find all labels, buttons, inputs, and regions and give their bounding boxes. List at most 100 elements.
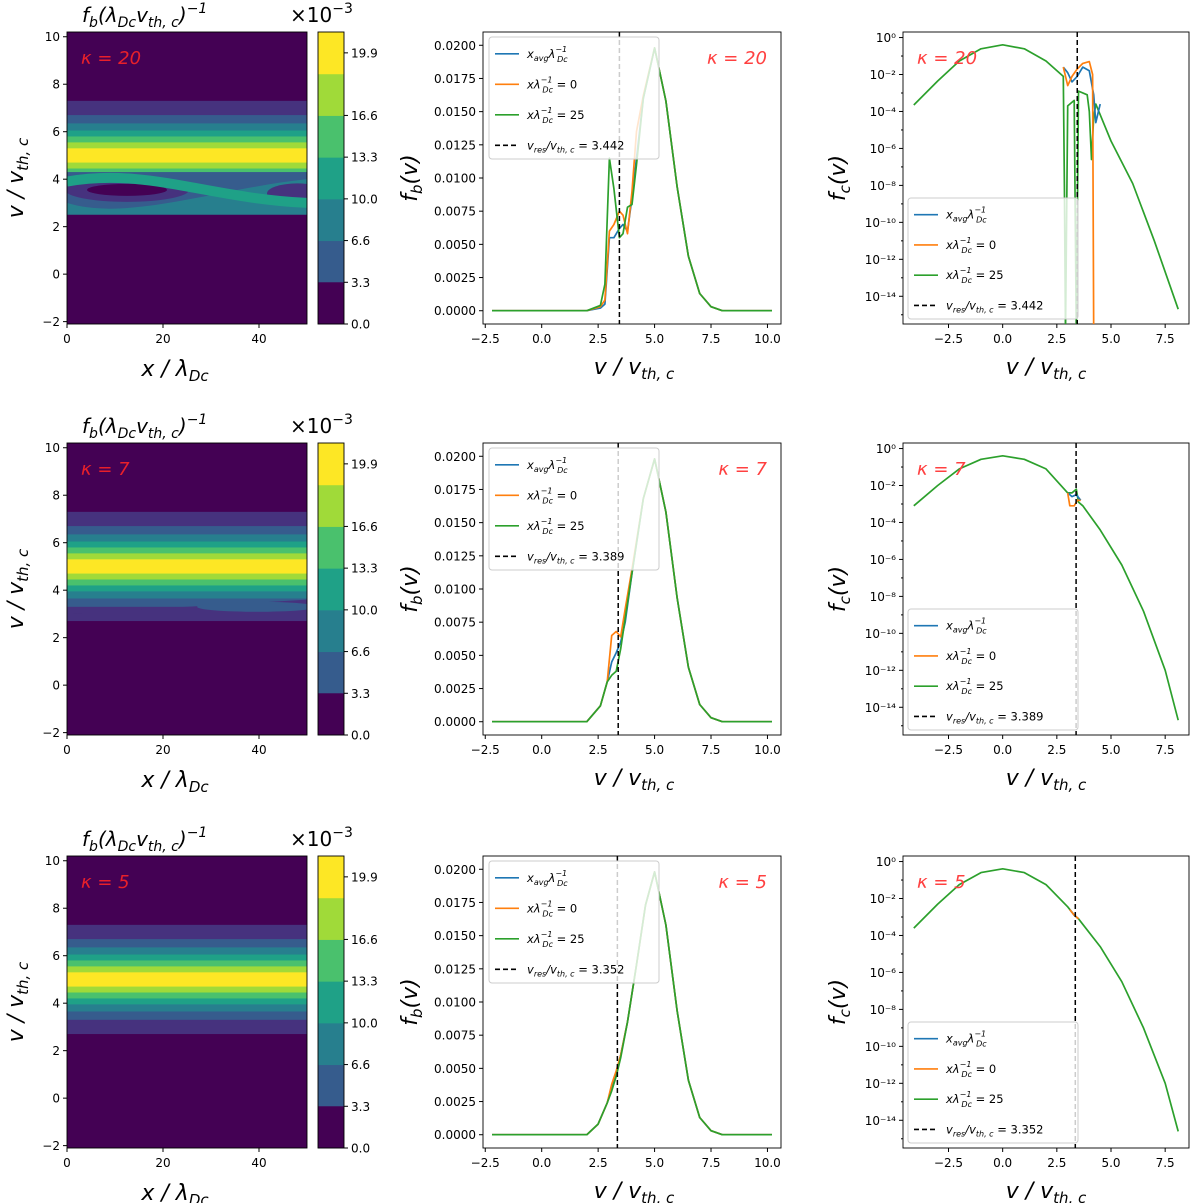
x-tick-label: −2.5 bbox=[934, 743, 963, 757]
x-tick-label: 2.5 bbox=[589, 743, 608, 757]
x-tick-label: 5.0 bbox=[1101, 743, 1120, 757]
y-tick-label: 8 bbox=[52, 78, 60, 92]
y-tick-label: 2 bbox=[52, 1044, 60, 1058]
x-tick-label: 0.0 bbox=[532, 332, 551, 346]
x-tick-label: 7.5 bbox=[1156, 1156, 1175, 1170]
y-tick-label: 2 bbox=[52, 631, 60, 645]
contour-frame bbox=[66, 855, 308, 1149]
legend: xavgλ−1 Dc xλ−1 Dc = 0 xλ−1 Dc = 25 vres/vth, … bbox=[907, 1021, 1079, 1144]
y-tick-label: 10⁻⁸ bbox=[870, 590, 897, 604]
fc-series-0 bbox=[1067, 492, 1082, 501]
y-tick-label: 0.0050 bbox=[434, 1062, 476, 1076]
x-tick-label: −2.5 bbox=[471, 1156, 500, 1170]
x-tick-label: 7.5 bbox=[1156, 743, 1175, 757]
legend-label-x0: xλ−1 Dc = 0 bbox=[945, 1060, 996, 1079]
colorbar-segment bbox=[318, 651, 344, 694]
y-tick-label: 10⁰ bbox=[876, 855, 896, 869]
contour-fill bbox=[67, 856, 307, 1148]
fc-panel-1: 10⁰ 10⁻² 10⁻⁴ 10⁻⁶ 10⁻⁸ 10⁻¹⁰ 10⁻¹² 10⁻¹⁴ −2.5 0.… bbox=[826, 442, 1190, 794]
y-tick-label: 4 bbox=[52, 584, 60, 598]
colorbar-tick-label: 19.9 bbox=[351, 870, 378, 884]
legend-label-x0: xλ−1 Dc = 0 bbox=[526, 899, 577, 918]
legend-label-x25: xλ−1 Dc = 25 bbox=[526, 517, 585, 536]
kappa-label: κ = 7 bbox=[917, 459, 966, 480]
x-tick-label: 7.5 bbox=[701, 743, 720, 757]
x-tick-label: 0.0 bbox=[532, 1156, 551, 1170]
fc-series-1 bbox=[1062, 60, 1095, 324]
x-axis-label: x / λDc bbox=[140, 357, 209, 385]
colorbar-tick-label: 16.6 bbox=[351, 933, 378, 947]
contour-trap-arm bbox=[67, 179, 307, 215]
x-tick-label: 10.0 bbox=[754, 1156, 781, 1170]
y-tick-label: 10⁻² bbox=[870, 68, 897, 82]
fb-panel-1: 0.00000.00250.00500.00750.01000.01250.01… bbox=[398, 442, 782, 794]
fc-panel-0: 10⁰ 10⁻² 10⁻⁴ 10⁻⁶ 10⁻⁸ 10⁻¹⁰ 10⁻¹² 10⁻¹⁴ −2.5 0.… bbox=[826, 31, 1190, 383]
legend-label-avg: xavgλ−1 Dc bbox=[945, 206, 987, 225]
legend-label-x25: xλ−1 Dc = 25 bbox=[526, 106, 585, 125]
colorbar-segment bbox=[318, 115, 344, 158]
colorbar-segment bbox=[318, 32, 344, 75]
colorbar-segment bbox=[318, 981, 344, 1024]
y-tick-label: 0.0125 bbox=[434, 138, 476, 152]
y-tick-label: −2 bbox=[42, 1139, 60, 1153]
y-tick-label: 0.0150 bbox=[434, 929, 476, 943]
x-tick-label: 0 bbox=[63, 743, 71, 757]
colorbar-segment bbox=[318, 1106, 344, 1148]
kappa-label: κ = 20 bbox=[81, 48, 141, 69]
y-tick-label: 10⁻⁴ bbox=[870, 105, 897, 119]
y-tick-label: 10⁻⁴ bbox=[870, 929, 897, 943]
colorbar-tick-label: 3.3 bbox=[351, 1100, 370, 1114]
contour-frame bbox=[66, 442, 308, 736]
y-tick-label: 10⁻⁶ bbox=[870, 966, 897, 980]
legend-label-res: vres/vth, c = 3.352 bbox=[946, 1122, 1043, 1138]
y-tick-label: 0.0200 bbox=[434, 39, 476, 53]
x-axis-label: v / vth, c bbox=[1006, 355, 1087, 383]
x-tick-label: −2.5 bbox=[471, 332, 500, 346]
y-tick-label: 0.0025 bbox=[434, 682, 476, 696]
kappa-label: κ = 5 bbox=[718, 872, 767, 893]
y-tick-label: 6 bbox=[52, 125, 60, 139]
y-tick-label: 10 bbox=[45, 854, 60, 868]
colorbar-segment bbox=[318, 1064, 344, 1107]
colorbar-segment bbox=[318, 443, 344, 486]
y-tick-label: 10⁻⁶ bbox=[870, 142, 897, 156]
y-tick-label: 6 bbox=[52, 949, 60, 963]
colorbar: 0.0 3.3 6.6 10.0 13.3 16.6 19.9 fb(λDcvth, c)−1… bbox=[82, 412, 378, 743]
fc-series-2 bbox=[913, 867, 1180, 1132]
y-tick-label: 10 bbox=[45, 441, 60, 455]
colorbar-tick-label: 10.0 bbox=[351, 192, 378, 206]
x-tick-label: 5.0 bbox=[1101, 1156, 1120, 1170]
colorbar-segment bbox=[318, 1022, 344, 1066]
fb-series-2 bbox=[492, 47, 772, 312]
colorbar-title: fb(λDcvth, c)−1 bbox=[82, 412, 207, 442]
colorbar: 0.0 3.3 6.6 10.0 13.3 16.6 19.9 fb(λDcvth, c)−1… bbox=[82, 825, 378, 1156]
y-tick-label: 10⁻⁸ bbox=[870, 1003, 897, 1017]
y-tick-label: 0.0050 bbox=[434, 649, 476, 663]
kappa-label: κ = 7 bbox=[81, 459, 130, 480]
colorbar-tick-label: 6.6 bbox=[351, 1058, 370, 1072]
colorbar-segment bbox=[318, 897, 344, 940]
y-tick-label: 10⁻¹² bbox=[865, 664, 896, 678]
legend-box bbox=[488, 36, 660, 160]
contour-filament bbox=[67, 172, 307, 208]
colorbar-scale: ×10−3 bbox=[290, 825, 353, 851]
legend-label-x0: xλ−1 Dc = 0 bbox=[526, 486, 577, 505]
contour-fill bbox=[67, 443, 307, 735]
y-tick-label: 0.0000 bbox=[434, 304, 476, 318]
colorbar-tick-label: 16.6 bbox=[351, 109, 378, 123]
legend-label-avg: xavgλ−1 Dc bbox=[945, 617, 987, 636]
colorbar-segment bbox=[318, 484, 344, 527]
y-tick-label: 0.0075 bbox=[434, 616, 476, 630]
legend: xavgλ−1 Dc xλ−1 Dc = 0 xλ−1 Dc = 25 vres/vth, … bbox=[488, 860, 660, 984]
x-tick-label: 0.0 bbox=[993, 743, 1012, 757]
x-tick-label: 40 bbox=[251, 332, 266, 346]
y-tick-label: 10⁻¹⁴ bbox=[865, 290, 896, 304]
y-tick-label: 4 bbox=[52, 997, 60, 1011]
x-axis-label: x / λDc bbox=[140, 1181, 209, 1203]
legend-box bbox=[488, 447, 660, 571]
kappa-label: κ = 20 bbox=[707, 48, 767, 69]
y-tick-label: 10⁻¹⁰ bbox=[865, 216, 896, 230]
y-tick-label: 0.0075 bbox=[434, 1029, 476, 1043]
